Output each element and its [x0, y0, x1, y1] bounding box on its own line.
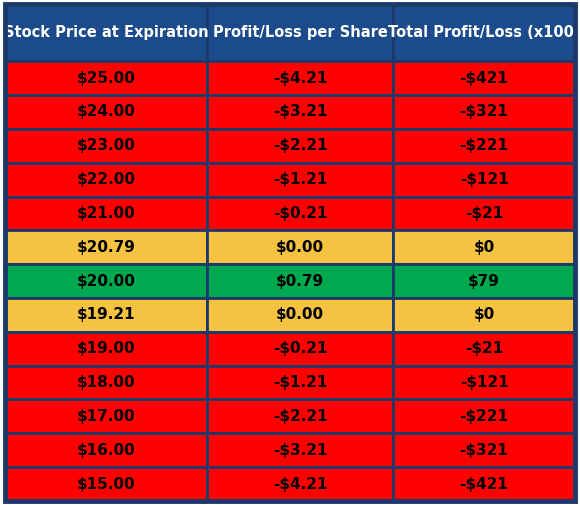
Text: $19.21: $19.21: [77, 308, 135, 322]
Bar: [5, 433, 207, 467]
Bar: [393, 366, 575, 399]
Bar: [5, 129, 207, 163]
Text: $0.00: $0.00: [276, 308, 324, 322]
Bar: [393, 467, 575, 501]
Bar: [207, 4, 393, 61]
Bar: [393, 433, 575, 467]
Bar: [393, 163, 575, 196]
Bar: [207, 332, 393, 366]
Bar: [393, 95, 575, 129]
Bar: [207, 399, 393, 433]
Text: $0.00: $0.00: [276, 240, 324, 255]
Text: $17.00: $17.00: [77, 409, 135, 424]
Bar: [207, 230, 393, 264]
Bar: [393, 399, 575, 433]
Text: -$321: -$321: [459, 105, 509, 119]
Text: $0: $0: [473, 240, 495, 255]
Bar: [5, 196, 207, 230]
Bar: [5, 61, 207, 95]
Bar: [393, 332, 575, 366]
Text: -$321: -$321: [459, 443, 509, 458]
Bar: [393, 4, 575, 61]
Text: Stock Price at Expiration: Stock Price at Expiration: [3, 25, 208, 40]
Bar: [5, 399, 207, 433]
Text: Profit/Loss per Share: Profit/Loss per Share: [212, 25, 387, 40]
Bar: [5, 163, 207, 196]
Text: -$0.21: -$0.21: [273, 206, 327, 221]
Text: $20.79: $20.79: [77, 240, 135, 255]
Bar: [207, 129, 393, 163]
Text: -$2.21: -$2.21: [273, 138, 327, 153]
Text: Total Profit/Loss (x100): Total Profit/Loss (x100): [388, 25, 580, 40]
Text: $19.00: $19.00: [77, 341, 135, 356]
Text: -$1.21: -$1.21: [273, 375, 327, 390]
Text: -$221: -$221: [459, 138, 509, 153]
Bar: [5, 4, 207, 61]
Text: $18.00: $18.00: [77, 375, 135, 390]
Bar: [5, 95, 207, 129]
Bar: [207, 433, 393, 467]
Bar: [5, 298, 207, 332]
Bar: [393, 129, 575, 163]
Text: $0.79: $0.79: [276, 274, 324, 288]
Text: $25.00: $25.00: [77, 71, 135, 86]
Bar: [5, 467, 207, 501]
Bar: [207, 366, 393, 399]
Text: -$121: -$121: [460, 172, 509, 187]
Bar: [393, 196, 575, 230]
Text: -$3.21: -$3.21: [273, 105, 327, 119]
Bar: [5, 264, 207, 298]
Bar: [5, 230, 207, 264]
Bar: [5, 366, 207, 399]
Text: $79: $79: [468, 274, 500, 288]
Bar: [207, 196, 393, 230]
Text: -$3.21: -$3.21: [273, 443, 327, 458]
Bar: [207, 61, 393, 95]
Text: $16.00: $16.00: [77, 443, 135, 458]
Text: -$21: -$21: [465, 206, 503, 221]
Text: $22.00: $22.00: [77, 172, 136, 187]
Text: $21.00: $21.00: [77, 206, 135, 221]
Text: -$21: -$21: [465, 341, 503, 356]
Text: -$4.21: -$4.21: [273, 71, 327, 86]
Bar: [393, 298, 575, 332]
Text: -$421: -$421: [459, 477, 509, 491]
Text: -$4.21: -$4.21: [273, 477, 327, 491]
Text: $23.00: $23.00: [77, 138, 135, 153]
Bar: [207, 264, 393, 298]
Text: -$0.21: -$0.21: [273, 341, 327, 356]
Text: -$2.21: -$2.21: [273, 409, 327, 424]
Text: $24.00: $24.00: [77, 105, 135, 119]
Bar: [207, 163, 393, 196]
Bar: [393, 264, 575, 298]
Text: $20.00: $20.00: [77, 274, 135, 288]
Bar: [207, 298, 393, 332]
Text: $0: $0: [473, 308, 495, 322]
Text: -$1.21: -$1.21: [273, 172, 327, 187]
Bar: [393, 61, 575, 95]
Text: $15.00: $15.00: [77, 477, 135, 491]
Text: -$421: -$421: [459, 71, 509, 86]
Text: -$221: -$221: [459, 409, 509, 424]
Bar: [393, 230, 575, 264]
Text: -$121: -$121: [460, 375, 509, 390]
Bar: [207, 95, 393, 129]
Bar: [207, 467, 393, 501]
Bar: [5, 332, 207, 366]
